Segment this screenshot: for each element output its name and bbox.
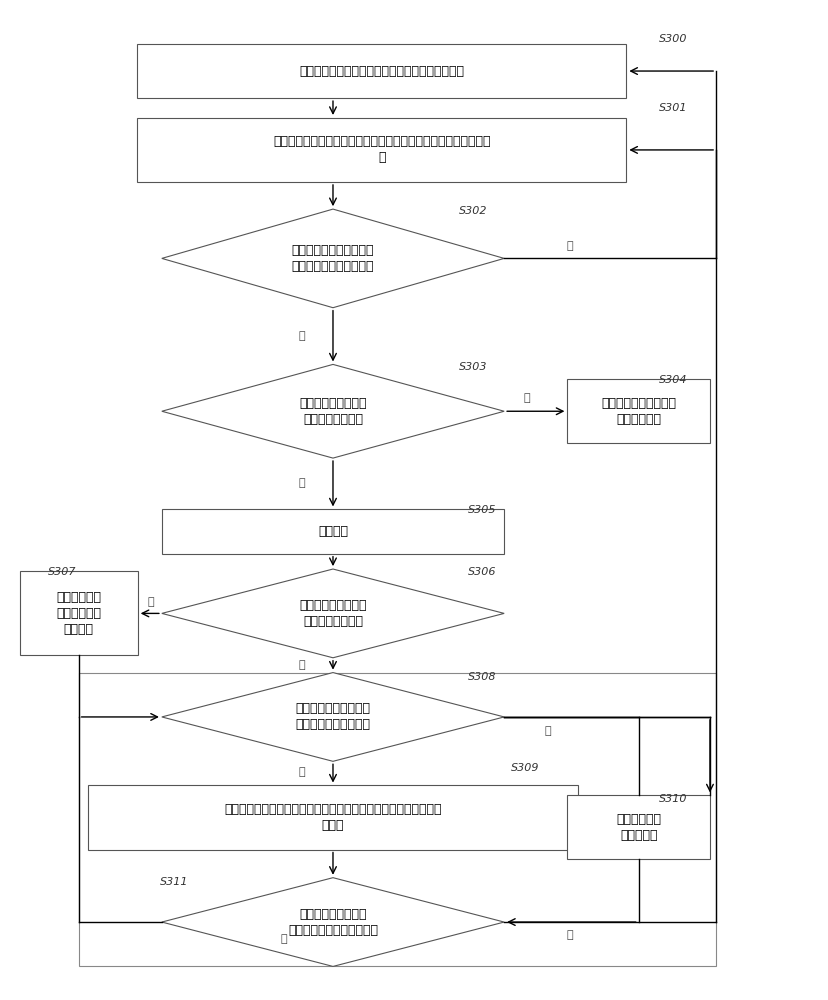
Text: S305: S305 <box>468 505 496 515</box>
Text: 判断是否有人工输入
关闭负载的信号？: 判断是否有人工输入 关闭负载的信号？ <box>299 599 366 628</box>
Text: 否: 否 <box>298 478 305 488</box>
Text: S306: S306 <box>468 567 496 577</box>
Text: 切断优先级低
的用电负载: 切断优先级低 的用电负载 <box>615 813 661 842</box>
Text: S307: S307 <box>48 567 76 577</box>
Text: S302: S302 <box>459 206 487 216</box>
Text: S304: S304 <box>658 375 686 385</box>
Text: 判断当前时段的用电负载
总容量是否达到额定容量: 判断当前时段的用电负载 总容量是否达到额定容量 <box>291 244 373 273</box>
Text: 采集线路中所有的用电负载的电流参量和电压参量: 采集线路中所有的用电负载的电流参量和电压参量 <box>299 65 464 78</box>
Text: S311: S311 <box>160 877 189 887</box>
Text: 判断此时间段内是否有
非本时段运行的负载？: 判断此时间段内是否有 非本时段运行的负载？ <box>295 702 370 731</box>
Text: 判断用电负载总容量
是否大于安全阈值: 判断用电负载总容量 是否大于安全阈值 <box>299 397 366 426</box>
Text: 是: 是 <box>281 934 287 944</box>
Polygon shape <box>161 209 503 308</box>
Text: 否: 否 <box>566 930 572 940</box>
FancyBboxPatch shape <box>566 795 709 859</box>
Text: 判断当前用电负载的
总容量是否还超过额定容量: 判断当前用电负载的 总容量是否还超过额定容量 <box>287 908 378 937</box>
Polygon shape <box>161 878 503 966</box>
Text: 是: 是 <box>298 331 305 341</box>
FancyBboxPatch shape <box>20 571 137 655</box>
FancyBboxPatch shape <box>137 118 626 182</box>
Text: 否: 否 <box>298 660 305 670</box>
FancyBboxPatch shape <box>566 379 709 443</box>
Text: 向指定关闭的
用电负载发送
跳闸指令: 向指定关闭的 用电负载发送 跳闸指令 <box>56 591 101 636</box>
Text: S301: S301 <box>658 103 686 113</box>
Text: S303: S303 <box>459 362 487 372</box>
Text: 是: 是 <box>523 393 530 403</box>
Text: 是: 是 <box>147 597 154 607</box>
Text: 否: 否 <box>544 726 551 736</box>
Text: S310: S310 <box>658 794 686 804</box>
Text: 根据采集的电流参量和电压参量，计算所有的所述用电负载的总容
量: 根据采集的电流参量和电压参量，计算所有的所述用电负载的总容 量 <box>272 135 490 164</box>
Text: S309: S309 <box>510 763 538 773</box>
Text: 是: 是 <box>298 767 305 777</box>
Polygon shape <box>161 569 503 658</box>
FancyBboxPatch shape <box>161 509 503 554</box>
Polygon shape <box>161 364 503 458</box>
Text: 向线路中所有用电负载
发送跳闸指令: 向线路中所有用电负载 发送跳闸指令 <box>600 397 676 426</box>
Text: S300: S300 <box>658 33 686 43</box>
Text: 发出警报: 发出警报 <box>318 525 348 538</box>
FancyBboxPatch shape <box>89 785 577 850</box>
FancyBboxPatch shape <box>137 44 626 98</box>
Text: 按照约定时间点，关闭所有的所述用电负载中非当前时段运行的用
电负载: 按照约定时间点，关闭所有的所述用电负载中非当前时段运行的用 电负载 <box>224 803 441 832</box>
Text: S308: S308 <box>468 673 496 683</box>
Polygon shape <box>161 673 503 761</box>
Text: 否: 否 <box>566 241 572 251</box>
